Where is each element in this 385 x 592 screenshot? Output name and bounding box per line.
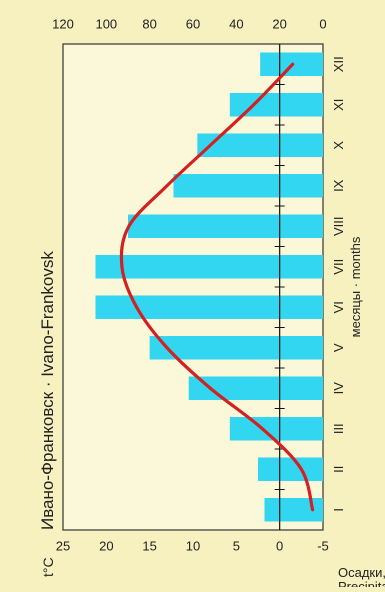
month-label-XI: XI xyxy=(331,99,346,111)
month-label-I: I xyxy=(331,508,346,512)
precipitation-bar-III xyxy=(229,417,323,441)
month-label-V: V xyxy=(331,343,346,352)
precipitation-tick-label: 20 xyxy=(272,16,286,31)
precipitation-bar-IX xyxy=(173,174,323,198)
month-label-IV: IV xyxy=(331,382,346,395)
temperature-tick-label: 0 xyxy=(276,538,283,553)
precipitation-axis-label-en: Precipitation, mm xyxy=(338,579,385,587)
precipitation-tick-label: 0 xyxy=(319,16,326,31)
temperature-tick-label: -5 xyxy=(317,538,329,553)
month-label-VII: VII xyxy=(331,259,346,275)
temperature-series-line xyxy=(119,62,315,512)
temperature-tick-label: 5 xyxy=(233,538,240,553)
precipitation-bar-VIII xyxy=(128,214,323,238)
month-label-VI: VI xyxy=(331,301,346,313)
month-label-X: X xyxy=(331,141,346,150)
temperature-tick-label: 15 xyxy=(142,538,156,553)
temperature-tick-label: 10 xyxy=(186,538,200,553)
precipitation-tick-label: 80 xyxy=(142,16,156,31)
precipitation-bar-IV xyxy=(188,376,323,400)
temperature-tick-label: 25 xyxy=(56,538,70,553)
precipitation-tick-label: 120 xyxy=(52,16,74,31)
precipitation-tick-label: 60 xyxy=(186,16,200,31)
precipitation-tick-label: 40 xyxy=(229,16,243,31)
precipitation-bar-XI xyxy=(229,93,323,117)
month-label-III: III xyxy=(331,423,346,434)
month-label-IX: IX xyxy=(331,179,346,192)
precipitation-bar-I xyxy=(264,498,323,522)
precipitation-bar-VII xyxy=(95,255,323,279)
x-axis-label: месяцы · months xyxy=(348,236,363,337)
precipitation-bar-VI xyxy=(95,295,323,319)
precipitation-bar-X xyxy=(197,133,323,157)
temperature-axis-label: t°C xyxy=(40,557,56,577)
month-label-II: II xyxy=(331,466,346,473)
precipitation-axis-label-ru: Осадки, мм xyxy=(338,565,385,580)
month-label-VIII: VIII xyxy=(331,216,346,236)
precipitation-bar-II xyxy=(258,457,323,481)
chart-title: Ивано-Франковск · Ivano-Frankovsk xyxy=(38,251,57,530)
temperature-tick-label: 20 xyxy=(99,538,113,553)
month-label-XII: XII xyxy=(331,56,346,72)
precipitation-tick-label: 100 xyxy=(95,16,117,31)
plot-area xyxy=(62,43,324,531)
